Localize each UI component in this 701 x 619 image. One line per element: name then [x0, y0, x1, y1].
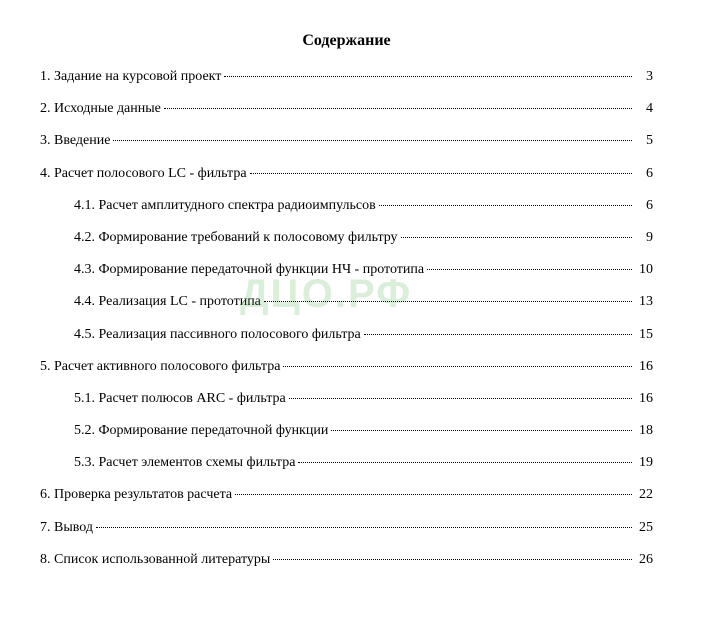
toc-entry: 3. Введение 5	[40, 132, 653, 150]
toc-entry-text: 4.5. Реализация пассивного полосового фи…	[74, 326, 361, 344]
toc-entry: 5.3. Расчет элементов схемы фильтра 19	[74, 454, 653, 472]
toc-leader-dots	[298, 462, 632, 463]
toc-leader-dots	[224, 76, 632, 77]
toc-entry: 5.2. Формирование передаточной функции 1…	[74, 422, 653, 440]
page-title: Содержание	[40, 32, 653, 50]
toc-leader-dots	[401, 237, 632, 238]
toc-entry: 1. Задание на курсовой проект 3	[40, 68, 653, 86]
toc-entry-page: 6	[635, 165, 653, 183]
toc-leader-dots	[250, 173, 632, 174]
toc-entry-page: 13	[635, 293, 653, 311]
toc-leader-dots	[113, 140, 632, 141]
toc-entry-text: 5. Расчет активного полосового фильтра	[40, 358, 280, 376]
toc-entry-page: 9	[635, 229, 653, 247]
toc-leader-dots	[273, 559, 632, 560]
toc-entry: 5. Расчет активного полосового фильтра 1…	[40, 358, 653, 376]
toc-entry-text: 5.2. Формирование передаточной функции	[74, 422, 328, 440]
toc-entry-text: 4.4. Реализация LC - прототипа	[74, 293, 261, 311]
toc-leader-dots	[164, 108, 632, 109]
toc-entry: 2. Исходные данные 4	[40, 100, 653, 118]
toc-entry-page: 10	[635, 261, 653, 279]
toc-entry: 7. Вывод 25	[40, 519, 653, 537]
toc-leader-dots	[283, 366, 632, 367]
toc-entry-text: 5.3. Расчет элементов схемы фильтра	[74, 454, 295, 472]
toc-entry-text: 3. Введение	[40, 132, 110, 150]
toc-entry: 4.4. Реализация LC - прототипа 13	[74, 293, 653, 311]
toc-entry-text: 1. Задание на курсовой проект	[40, 68, 221, 86]
toc-entry-page: 25	[635, 519, 653, 537]
toc-entry-text: 4.1. Расчет амплитудного спектра радиоим…	[74, 197, 376, 215]
table-of-contents: 1. Задание на курсовой проект 3 2. Исходн…	[40, 68, 653, 569]
toc-entry-page: 16	[635, 390, 653, 408]
toc-leader-dots	[379, 205, 632, 206]
toc-leader-dots	[427, 269, 632, 270]
toc-entry-page: 4	[635, 100, 653, 118]
toc-entry-text: 4. Расчет полосового LC - фильтра	[40, 165, 247, 183]
toc-entry-text: 5.1. Расчет полюсов ARC - фильтра	[74, 390, 286, 408]
toc-leader-dots	[264, 301, 632, 302]
toc-entry-page: 16	[635, 358, 653, 376]
toc-leader-dots	[96, 527, 632, 528]
toc-entry-text: 4.2. Формирование требований к полосовом…	[74, 229, 398, 247]
toc-entry-page: 19	[635, 454, 653, 472]
toc-entry-page: 3	[635, 68, 653, 86]
toc-leader-dots	[364, 334, 632, 335]
toc-entry-text: 8. Список использованной литературы	[40, 551, 270, 569]
toc-entry: 4.1. Расчет амплитудного спектра радиоим…	[74, 197, 653, 215]
toc-entry-text: 2. Исходные данные	[40, 100, 161, 118]
toc-entry: 6. Проверка результатов расчета 22	[40, 486, 653, 504]
toc-leader-dots	[331, 430, 632, 431]
toc-entry: 8. Список использованной литературы 26	[40, 551, 653, 569]
toc-entry-text: 7. Вывод	[40, 519, 93, 537]
toc-entry: 4.2. Формирование требований к полосовом…	[74, 229, 653, 247]
toc-entry-page: 26	[635, 551, 653, 569]
toc-entry: 4.3. Формирование передаточной функции Н…	[74, 261, 653, 279]
toc-entry-text: 4.3. Формирование передаточной функции Н…	[74, 261, 424, 279]
toc-entry: 4.5. Реализация пассивного полосового фи…	[74, 326, 653, 344]
toc-entry-page: 15	[635, 326, 653, 344]
toc-entry: 4. Расчет полосового LC - фильтра 6	[40, 165, 653, 183]
toc-entry-page: 6	[635, 197, 653, 215]
toc-entry: 5.1. Расчет полюсов ARC - фильтра 16	[74, 390, 653, 408]
toc-entry-page: 5	[635, 132, 653, 150]
toc-entry-page: 18	[635, 422, 653, 440]
toc-entry-text: 6. Проверка результатов расчета	[40, 486, 232, 504]
toc-entry-page: 22	[635, 486, 653, 504]
toc-leader-dots	[289, 398, 632, 399]
toc-leader-dots	[235, 494, 632, 495]
